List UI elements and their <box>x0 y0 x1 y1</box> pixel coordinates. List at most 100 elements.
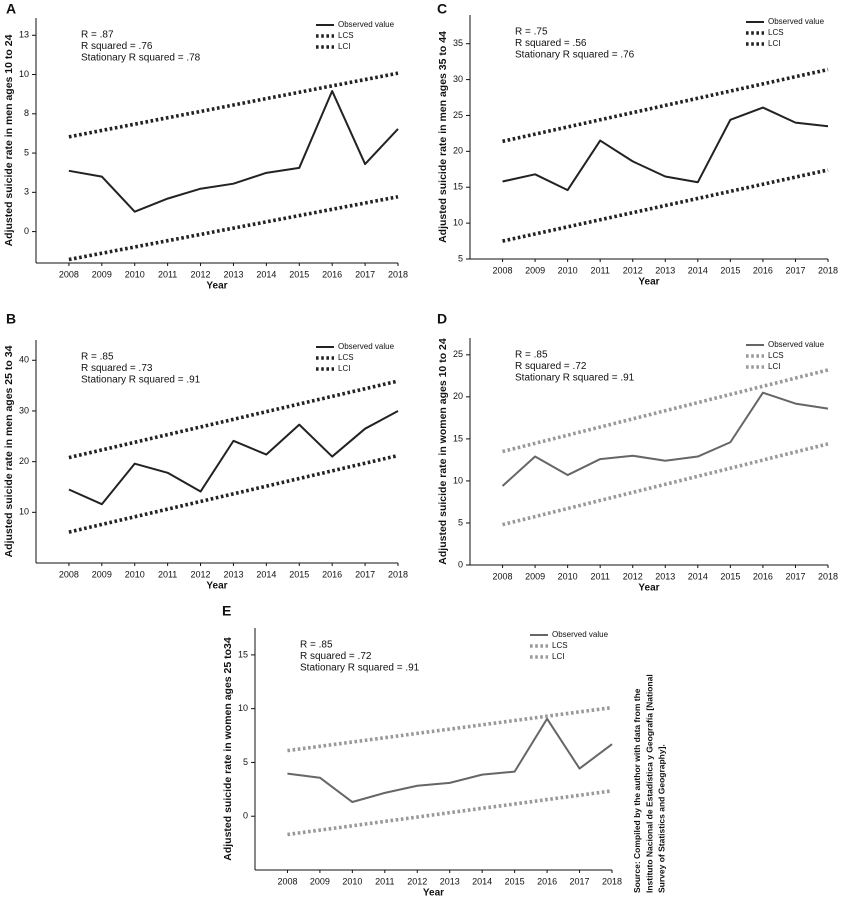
annotation: R squared = .72 <box>300 651 372 662</box>
annotation: R = .85 <box>81 352 114 363</box>
x-tick-label: 2011 <box>158 569 177 579</box>
x-tick-label: 2018 <box>388 569 408 579</box>
annotation: R squared = .73 <box>81 363 153 374</box>
x-tick-label: 2015 <box>720 265 740 275</box>
y-tick-label: 40 <box>19 355 29 365</box>
y-tick-label: 10 <box>19 69 29 79</box>
series-line <box>68 410 399 506</box>
panel-letter: E <box>222 603 231 619</box>
series-line <box>68 453 399 534</box>
y-tick-label: 25 <box>453 349 463 359</box>
legend-label: LCS <box>338 353 354 362</box>
y-tick-label: 13 <box>19 30 29 40</box>
y-tick-label: 15 <box>453 433 463 443</box>
x-tick-label: 2012 <box>407 876 427 886</box>
y-tick-label: 10 <box>453 475 463 485</box>
y-tick-label: 5 <box>24 147 29 157</box>
legend-label: Observed value <box>768 17 825 26</box>
y-tick-label: 5 <box>458 253 463 263</box>
x-tick-label: 2011 <box>591 571 610 581</box>
y-tick-label: 5 <box>243 757 248 767</box>
x-tick-label: 2013 <box>440 876 460 886</box>
y-tick-label: 3 <box>24 187 29 197</box>
source-text: Compiled by the author with data from th… <box>632 688 642 859</box>
x-tick-label: 2018 <box>602 876 622 886</box>
legend-label: LCI <box>768 39 780 48</box>
legend-label: Observed value <box>338 342 395 351</box>
y-tick-label: 35 <box>453 38 463 48</box>
x-tick-label: 2013 <box>655 265 675 275</box>
source-note: Source: Compiled by the author with data… <box>632 674 666 893</box>
y-axis-label: Adjusted suicide rate in men ages 10 to … <box>3 34 15 246</box>
x-tick-label: 2017 <box>355 569 375 579</box>
panel-letter: A <box>6 1 16 17</box>
annotation: R = .85 <box>300 640 333 651</box>
legend-label: LCS <box>768 351 784 360</box>
x-tick-label: 2013 <box>223 569 243 579</box>
y-tick-label: 20 <box>453 391 463 401</box>
x-tick-label: 2011 <box>375 876 394 886</box>
x-tick-label: 2014 <box>472 876 492 886</box>
x-tick-label: 2017 <box>785 571 805 581</box>
panel-letter: D <box>437 311 447 327</box>
legend-label: Observed value <box>552 630 609 639</box>
y-axis-label: Adjusted suicide rate in men ages 25 to … <box>3 345 15 557</box>
x-tick-label: 2011 <box>591 265 610 275</box>
series-line <box>68 194 399 262</box>
x-tick-label: 2008 <box>277 876 297 886</box>
legend-label: Observed value <box>338 20 395 29</box>
x-tick-label: 2014 <box>688 571 708 581</box>
x-axis-label: Year <box>206 581 227 592</box>
source-line: Instituto Nacional de Estadística y Geog… <box>644 674 654 893</box>
panel-letter: B <box>6 311 16 327</box>
annotation: Stationary R squared = .91 <box>515 373 635 384</box>
legend-label: LCS <box>552 641 568 650</box>
series-line <box>287 705 613 753</box>
legend-label: Observed value <box>768 340 825 349</box>
y-tick-label: 10 <box>453 217 463 227</box>
series-line <box>502 442 829 527</box>
source-line: Survey of Statistics and Geography]. <box>656 744 666 893</box>
annotation: Stationary R squared = .91 <box>300 663 420 674</box>
x-tick-label: 2013 <box>655 571 675 581</box>
panel-letter: C <box>437 1 447 17</box>
x-tick-label: 2018 <box>818 265 838 275</box>
annotation: Stationary R squared = .91 <box>81 375 201 386</box>
y-tick-label: 5 <box>458 517 463 527</box>
y-tick-label: 10 <box>238 703 248 713</box>
x-axis-label: Year <box>423 888 444 899</box>
x-tick-label: 2010 <box>558 571 578 581</box>
source-label: Source: <box>632 861 642 893</box>
x-tick-label: 2010 <box>342 876 362 886</box>
y-tick-label: 8 <box>24 108 29 118</box>
series-line <box>502 106 829 192</box>
x-tick-label: 2008 <box>59 569 79 579</box>
series-line <box>68 71 399 139</box>
x-tick-label: 2010 <box>125 569 145 579</box>
y-tick-label: 20 <box>19 456 29 466</box>
y-tick-label: 10 <box>19 507 29 517</box>
x-tick-label: 2012 <box>191 269 211 279</box>
series-line <box>502 368 829 454</box>
x-tick-label: 2008 <box>59 269 79 279</box>
y-axis-label: Adjusted suicide rate in women ages 25 t… <box>222 637 234 861</box>
x-axis-label: Year <box>638 277 659 288</box>
legend-label: LCI <box>768 362 780 371</box>
y-tick-label: 30 <box>19 405 29 415</box>
x-tick-label: 2018 <box>818 571 838 581</box>
x-tick-label: 2014 <box>688 265 708 275</box>
x-tick-label: 2016 <box>753 571 773 581</box>
x-tick-label: 2008 <box>493 571 513 581</box>
x-tick-label: 2015 <box>289 269 309 279</box>
x-tick-label: 2014 <box>256 569 276 579</box>
x-tick-label: 2012 <box>623 571 643 581</box>
legend-label: LCI <box>338 364 350 373</box>
series-line <box>502 67 829 144</box>
y-tick-label: 0 <box>458 559 463 569</box>
x-tick-label: 2012 <box>623 265 643 275</box>
series-line <box>287 789 613 837</box>
series-line <box>68 90 399 213</box>
y-axis-label: Adjusted suicide rate in men ages 35 to … <box>437 31 449 243</box>
x-axis-label: Year <box>638 583 659 594</box>
